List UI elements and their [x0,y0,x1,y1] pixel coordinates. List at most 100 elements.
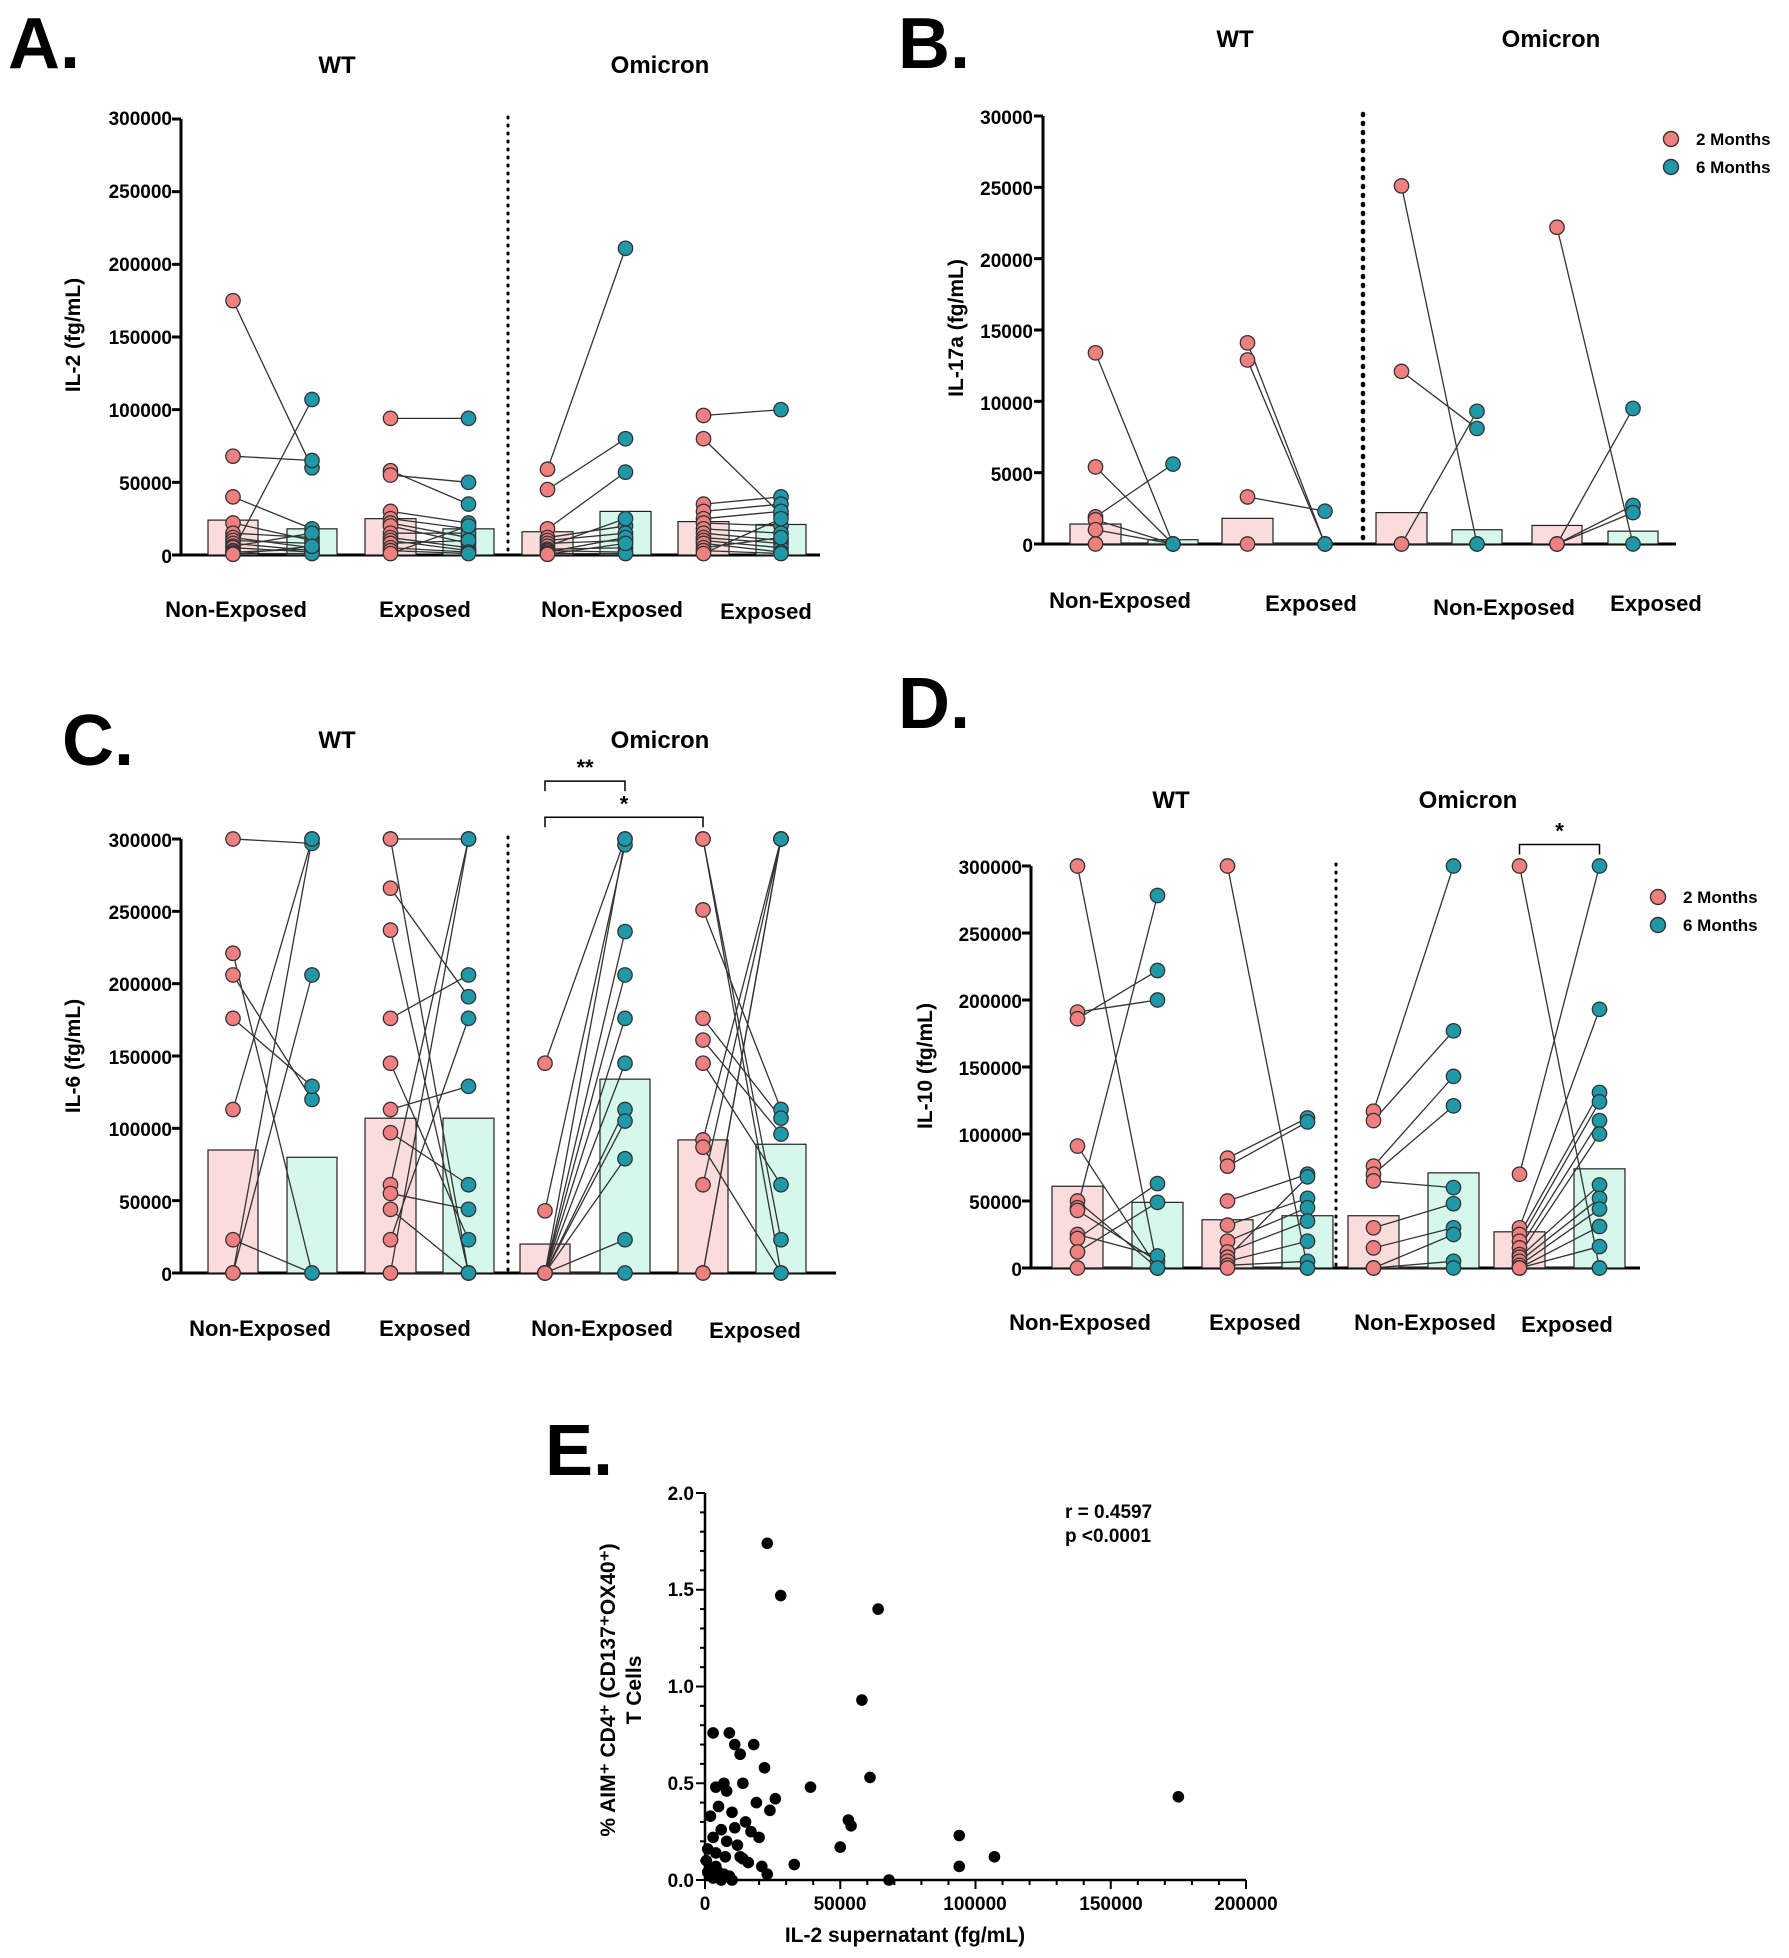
scatter-point [745,1825,757,1838]
point-6months [1149,962,1166,979]
pair-line [1227,1176,1308,1258]
point-2months [1069,1230,1086,1247]
pair-line [544,1120,626,1274]
panel-c-plot-area: *** [172,755,836,1281]
point-6months [617,1150,633,1167]
pair-line [1556,408,1634,545]
panel-e-xtick-4: 200000 [1214,1894,1277,1915]
point-6months [1445,858,1462,874]
pair-line [1095,519,1174,545]
bar-2months-group-1 [207,1149,259,1274]
panel-b: B. WT Omicron IL-17a (fg/mL) 0 5000 1000… [898,4,1771,620]
panel-d-ytick-5: 250000 [959,925,1022,946]
scatter-point [764,1804,776,1817]
scatter-point [747,1738,760,1751]
panel-e-xtick-1: 50000 [814,1894,867,1915]
scatter-point [864,1771,876,1784]
point-2months [1365,1240,1382,1256]
pair-line [390,536,469,549]
point-6months [773,1231,789,1248]
scatter-point [758,1761,771,1774]
panel-c-group-label-2: Exposed [379,1316,471,1341]
scatter-point [726,1874,738,1886]
scatter-point [883,1874,895,1886]
panel-e-y-axis-label: % AIM⁺ CD4⁺ (CD137⁺OX40⁺) T Cells [597,1543,646,1836]
pair-line [547,525,626,539]
point-2months [225,967,241,983]
panel-b-group-label-2: Exposed [1265,591,1357,616]
pair-line [232,838,313,1274]
point-6months [1469,403,1485,420]
point-6months [460,831,477,847]
pair-line [390,1208,469,1274]
pair-line [1373,1105,1454,1175]
point-6months [617,1265,633,1281]
pair-line [232,532,313,539]
point-6months [460,1231,477,1248]
pair-line [1095,529,1174,545]
point-2months [539,461,556,478]
panel-e-ytick-3: 1.5 [668,1580,695,1601]
point-2months [382,1101,399,1118]
pair-line [547,471,626,530]
pair-line [1518,1009,1601,1229]
pair-line [1246,359,1326,545]
scatter-point [700,1854,713,1867]
point-2months [1219,1158,1236,1175]
panel-a-group-label-3: Non-Exposed [541,597,683,622]
panel-b-ytick-5: 25000 [980,179,1033,200]
pair-line [390,1085,469,1111]
scatter-point [737,1777,749,1790]
significance-bracket [544,780,626,792]
point-2months [1511,858,1528,874]
panel-e-label: E. [545,1411,613,1491]
pair-line [544,931,626,1274]
point-6months [773,545,789,562]
bar-6months-group-1 [286,1156,338,1274]
panel-b-ytick-3: 15000 [980,322,1033,343]
point-2months [225,1265,241,1281]
point-2months [1069,1260,1086,1276]
point-2months [382,545,399,562]
scatter-point [710,1860,722,1873]
point-2months [1219,1217,1236,1233]
panel-c-ytick-3: 150000 [109,1048,172,1069]
pair-line [1227,1240,1308,1262]
point-6months [617,1055,633,1072]
point-2months [382,410,399,427]
point-6months [304,1091,320,1108]
pair-line [232,838,313,1110]
point-2months [1511,1260,1528,1276]
point-6months [1299,1114,1316,1130]
pair-line [703,549,782,555]
scatter-point [731,1839,744,1851]
point-6months [617,240,634,257]
panel-a-ytick-5: 250000 [109,182,172,203]
point-6months [773,510,789,527]
pair-line [232,1239,313,1274]
scatter-point [834,1841,847,1853]
pair-line [546,248,627,470]
panel-a-y-ticks: 0 50000 100000 150000 200000 250000 3000… [109,109,172,568]
point-6months [1317,536,1333,552]
point-6months [773,1110,789,1127]
pair-line [1077,999,1158,1013]
pair-line [703,503,782,513]
panel-a-group-label-1: Non-Exposed [165,597,307,622]
pair-line [390,510,469,524]
point-2months [382,1010,399,1027]
point-2months [695,1139,711,1155]
pair-line [703,536,782,545]
pair-line [702,1062,782,1186]
panel-b-ytick-2: 10000 [980,394,1033,415]
panel-c-ytick-2: 100000 [109,1120,172,1141]
panel-e-xtick-2: 100000 [943,1894,1006,1915]
point-6months [1445,1068,1462,1085]
pair-line [1247,496,1326,512]
scatter-point [761,1868,774,1880]
point-2months [382,880,399,897]
scatter-point [719,1850,732,1863]
pair-line [1077,1201,1158,1253]
pair-line [703,542,782,553]
point-6months [304,831,320,847]
